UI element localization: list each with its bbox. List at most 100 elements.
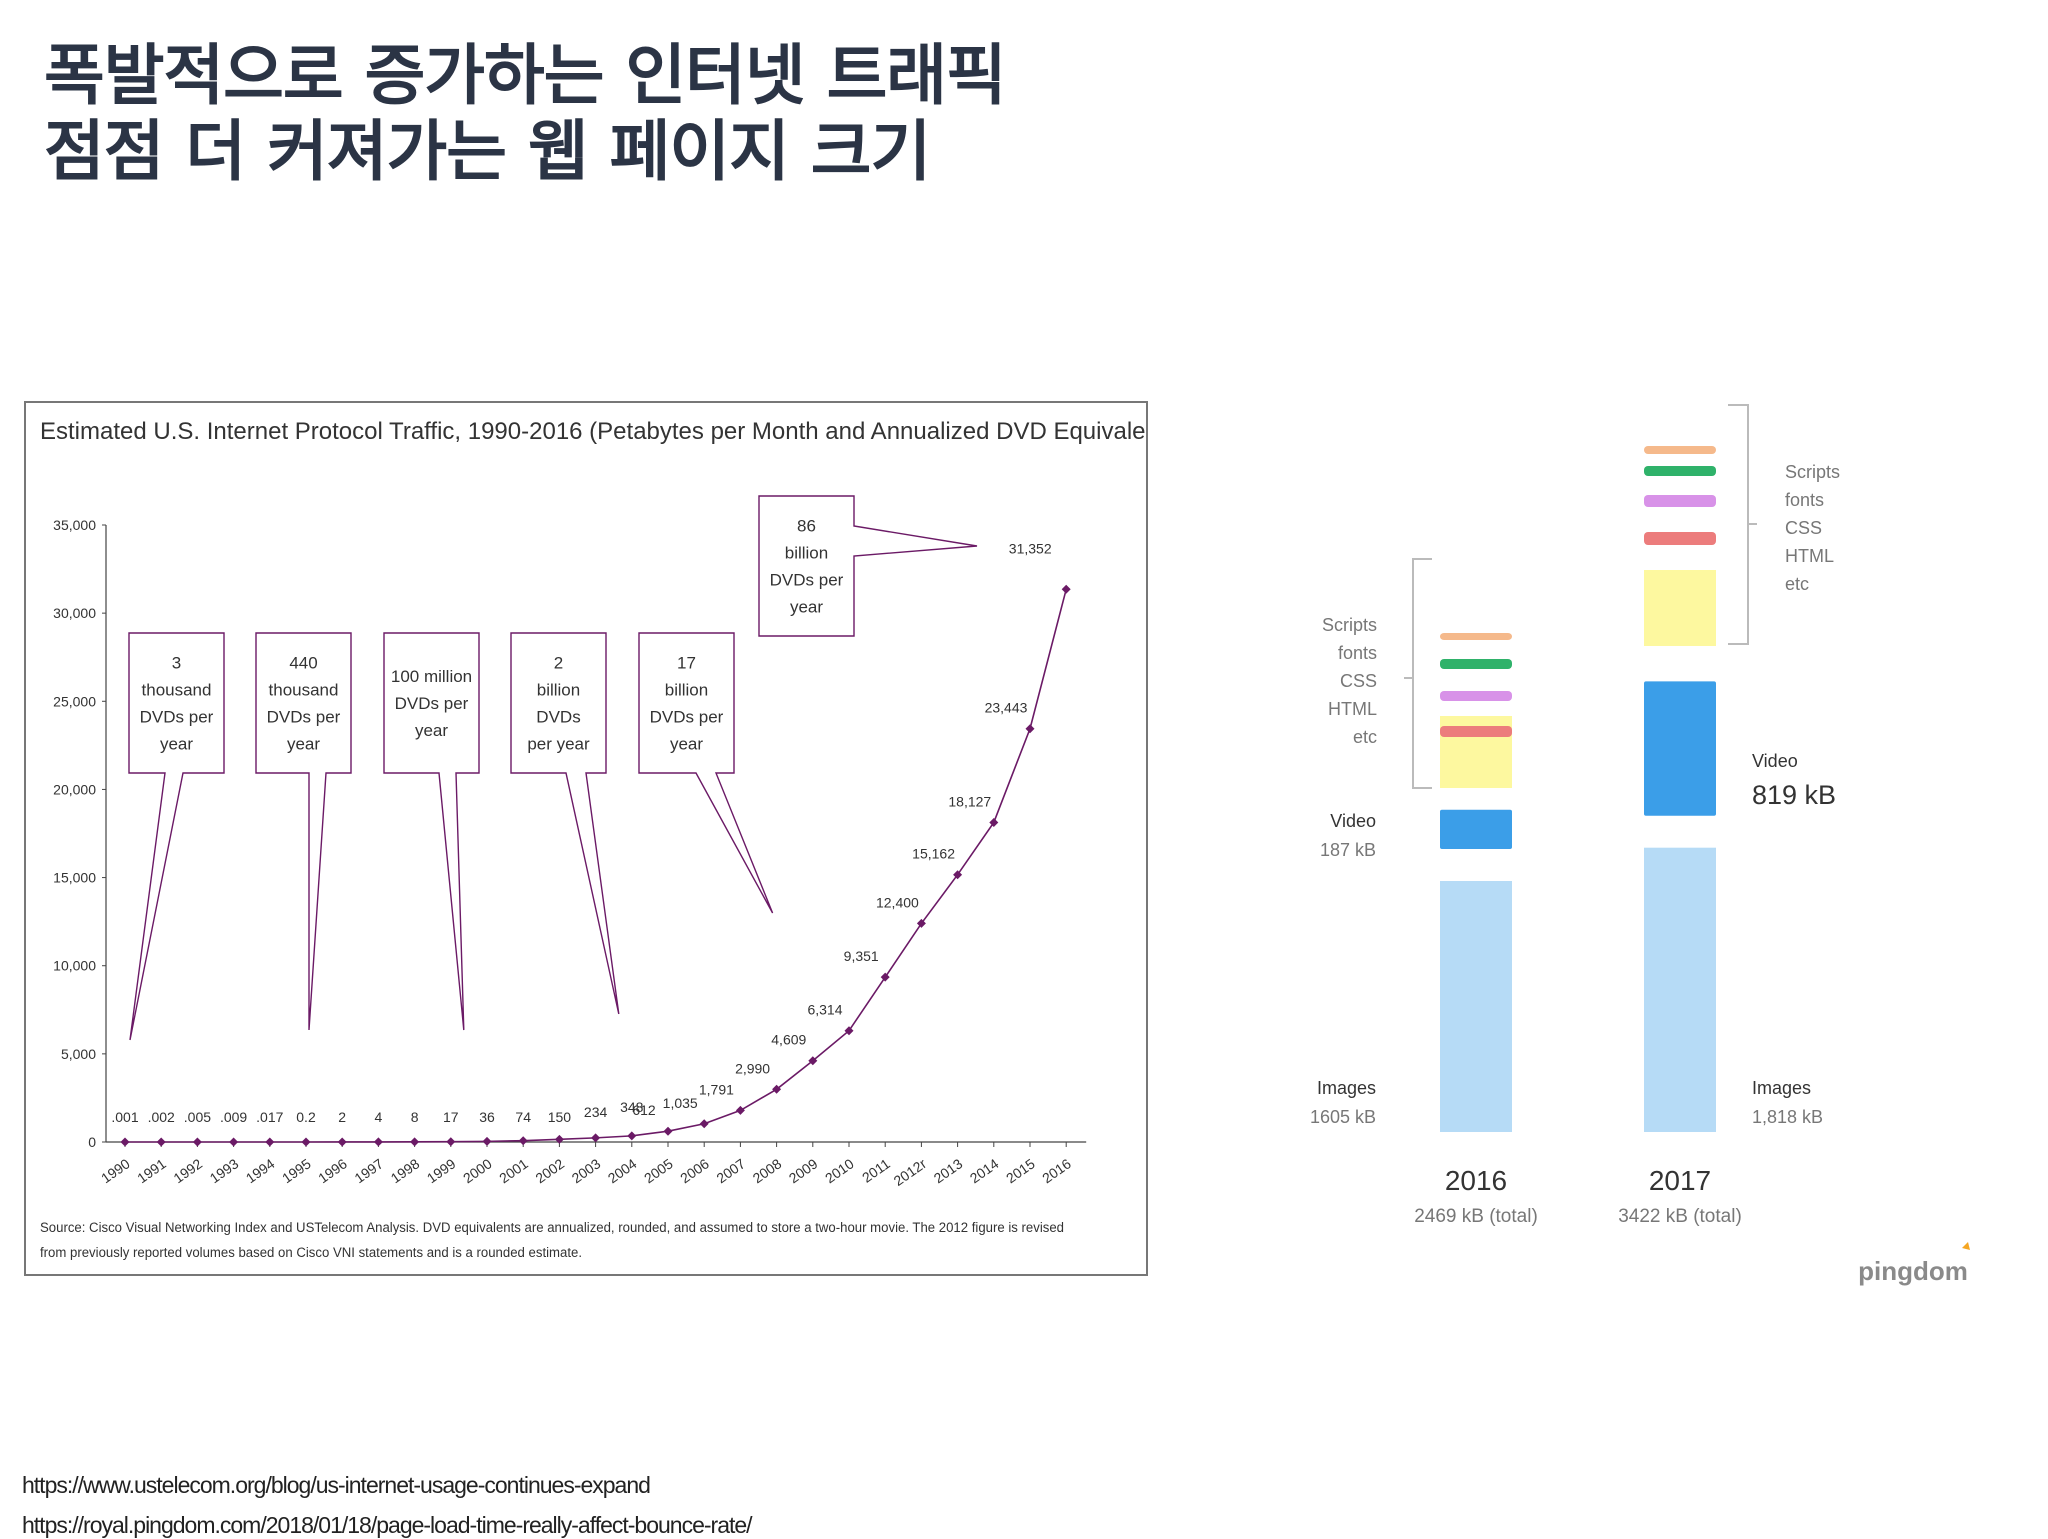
- data-label: .009: [220, 1109, 247, 1125]
- y-tick-label: 10,000: [53, 958, 96, 974]
- bar-stack-2017: 2017 3422 kB (total): [1618, 446, 1742, 1227]
- data-label: 4: [375, 1109, 383, 1125]
- data-label: .005: [184, 1109, 211, 1125]
- slide-title-line-1: 폭발적으로 증가하는 인터넷 트래픽: [44, 37, 1007, 114]
- other-assets-label: CSS: [1785, 518, 1822, 538]
- callout-box: [638, 632, 774, 914]
- callout-text: 3: [172, 654, 181, 673]
- x-tick-label: 1992: [170, 1155, 205, 1186]
- data-point: [916, 918, 926, 928]
- data-point: [192, 1137, 202, 1147]
- bar-category-label: 2017: [1649, 1165, 1711, 1196]
- source-link-pingdom[interactable]: https://royal.pingdom.com/2018/01/18/pag…: [22, 1512, 753, 1538]
- pingdom-logo: pingdom: [1858, 1242, 1970, 1286]
- other-assets-label: fonts: [1338, 643, 1377, 663]
- other-assets-label: HTML: [1328, 699, 1377, 719]
- other-asset-stripe: [1440, 726, 1512, 737]
- other-assets-label: etc: [1785, 574, 1809, 594]
- other-asset-stripe: [1440, 691, 1512, 701]
- data-label: 9,351: [844, 948, 879, 964]
- callout-annotation: 440 thousand DVDs per year: [255, 632, 352, 1031]
- data-label: 1,035: [663, 1095, 698, 1111]
- y-tick-label: 30,000: [53, 605, 96, 621]
- callout-text: DVDs per: [770, 571, 844, 590]
- callout-text: 100 million: [391, 667, 472, 686]
- other-assets-label: fonts: [1785, 490, 1824, 510]
- other-assets-bracket: [1412, 558, 1432, 789]
- x-tick-label: 1990: [98, 1155, 133, 1186]
- callout-box: [255, 632, 352, 1031]
- other-asset-stripe: [1644, 532, 1716, 545]
- x-tick-label: 2010: [822, 1155, 857, 1186]
- callout-annotation: 86 billion DVDs per year: [758, 495, 978, 637]
- x-tick-label: 2011: [859, 1155, 893, 1185]
- data-point: [156, 1137, 166, 1147]
- internet-traffic-chart-svg: Estimated U.S. Internet Protocol Traffic…: [40, 418, 1174, 1260]
- x-tick-label: 2005: [641, 1155, 676, 1186]
- data-label: 6,314: [807, 1002, 842, 1018]
- x-tick-label: 2008: [750, 1155, 785, 1186]
- callout-annotation: 2 billion DVDs per year: [510, 632, 620, 1015]
- data-label: .001: [111, 1109, 138, 1125]
- y-tick-label: 15,000: [53, 870, 96, 886]
- y-tick-label: 25,000: [53, 693, 96, 709]
- x-tick-label: 2006: [677, 1155, 712, 1186]
- callout-text: year: [287, 735, 320, 754]
- video-label-2017: Video: [1752, 751, 1798, 771]
- other-asset-stripe: [1440, 659, 1512, 669]
- x-tick-label: 2004: [605, 1155, 640, 1186]
- data-label: 348: [620, 1099, 644, 1115]
- data-point: [265, 1137, 275, 1147]
- data-point: [554, 1134, 564, 1144]
- other-asset-stripe: [1440, 633, 1512, 640]
- data-label: 612: [632, 1102, 656, 1118]
- data-point: [953, 870, 963, 880]
- data-label: 8: [411, 1109, 419, 1125]
- data-label: 18,127: [948, 793, 991, 809]
- bar-category-label: 2016: [1445, 1165, 1507, 1196]
- other-asset-stripe: [1644, 466, 1716, 476]
- data-label: .017: [256, 1109, 283, 1125]
- data-point: [229, 1137, 239, 1147]
- images-value-2017: 1,818 kB: [1752, 1107, 1823, 1127]
- data-point: [410, 1137, 420, 1147]
- callout-annotation: 3 thousand DVDs per year: [128, 632, 225, 1041]
- pingdom-logo-icon: [1962, 1242, 1970, 1250]
- callout-text: year: [415, 721, 448, 740]
- page-size-chart: 2016 2469 kB (total) 2017 3422 kB (total) Sc…: [1270, 395, 2010, 1295]
- data-point: [518, 1136, 528, 1146]
- video-value-2017: 819 kB: [1752, 780, 1836, 810]
- images-segment: [1440, 881, 1512, 1132]
- video-label-2016: Video: [1330, 811, 1376, 831]
- data-label: 150: [548, 1109, 572, 1125]
- other-assets-label: Scripts: [1322, 615, 1377, 635]
- callout-box: [758, 495, 978, 637]
- data-point: [1061, 584, 1071, 594]
- x-tick-label: 1993: [207, 1155, 242, 1186]
- callout-text: 2: [554, 654, 563, 673]
- source-link-ustelecom[interactable]: https://www.ustelecom.org/blog/us-intern…: [22, 1472, 651, 1498]
- other-assets-bracket: [1728, 404, 1749, 645]
- data-label: 2: [338, 1109, 346, 1125]
- video-segment: [1644, 681, 1716, 816]
- callout-annotation: 17 billion DVDs per year: [638, 632, 774, 914]
- data-point: [880, 972, 890, 982]
- x-tick-label: 2016: [1039, 1155, 1074, 1186]
- data-point: [989, 817, 999, 827]
- data-point: [337, 1137, 347, 1147]
- slide-title-line-2: 점점 더 커져가는 웹 페이지 크기: [44, 113, 931, 190]
- data-label: .002: [148, 1109, 175, 1125]
- callout-text: DVDs per: [650, 708, 724, 727]
- callout-text: 440: [289, 654, 317, 673]
- callout-text: thousand: [269, 681, 339, 700]
- data-point: [1025, 724, 1035, 734]
- data-point: [663, 1126, 673, 1136]
- callout-box: [510, 632, 620, 1015]
- data-label: 4,609: [771, 1032, 806, 1048]
- data-label: 2,990: [735, 1060, 770, 1076]
- source-note: from previously reported volumes based o…: [40, 1245, 582, 1260]
- other-asset-stripe: [1644, 446, 1716, 454]
- data-point: [446, 1137, 456, 1147]
- data-point: [591, 1133, 601, 1143]
- data-point: [735, 1105, 745, 1115]
